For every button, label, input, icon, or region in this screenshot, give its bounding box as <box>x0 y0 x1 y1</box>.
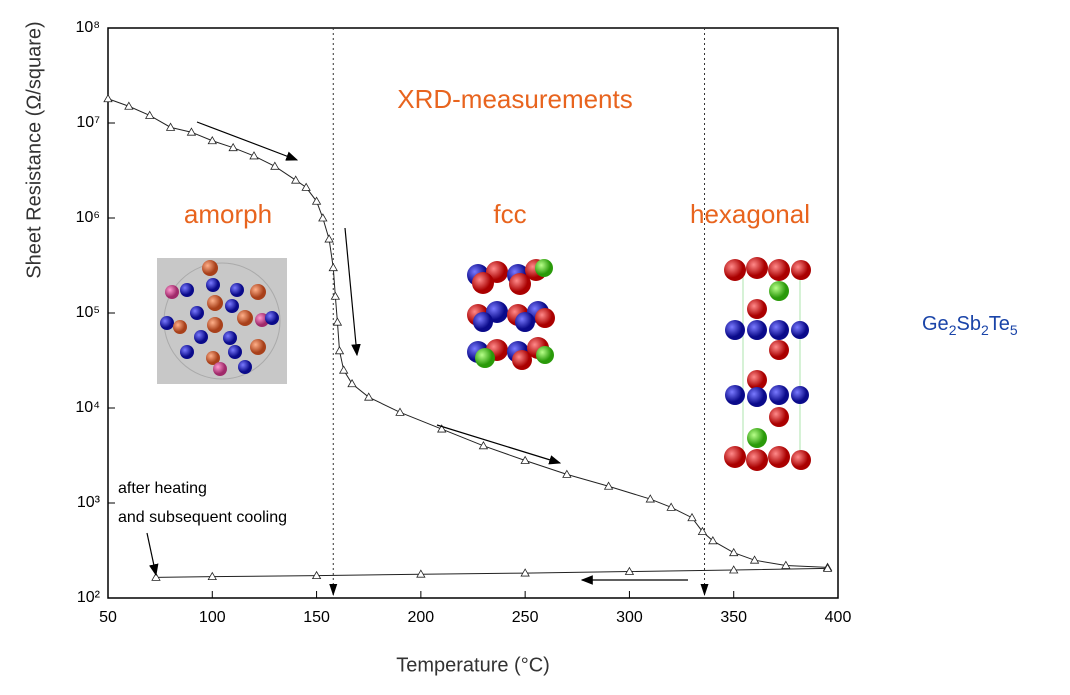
formula-subscript: 5 <box>1010 322 1018 338</box>
data-point <box>822 563 833 572</box>
y-tick-label: 10⁸ <box>75 19 100 36</box>
data-point <box>270 161 280 170</box>
amorph-structure <box>157 258 287 384</box>
x-tick-label: 200 <box>408 609 435 626</box>
y-tick-label: 10⁴ <box>75 399 100 416</box>
data-point <box>207 571 217 580</box>
data-point <box>186 127 197 136</box>
x-tick-label: 250 <box>512 609 539 626</box>
annotation: amorph <box>184 199 272 229</box>
data-point <box>145 110 155 119</box>
x-tick-label: 350 <box>720 609 747 626</box>
formula-subscript: 2 <box>981 322 989 338</box>
x-tick-label: 100 <box>199 609 226 626</box>
y-tick-label: 10⁵ <box>76 304 100 321</box>
data-point <box>103 93 113 103</box>
data-point <box>697 526 708 535</box>
annotation: XRD-measurements <box>397 84 633 114</box>
data-point <box>311 196 322 205</box>
data-point <box>364 392 374 401</box>
formula: Ge2Sb2Te5 <box>922 313 1018 337</box>
x-tick-label: 400 <box>825 609 852 626</box>
data-point <box>207 135 217 145</box>
data-point <box>151 572 161 581</box>
data-point <box>520 455 530 464</box>
series-line <box>155 567 828 578</box>
data-point <box>334 345 345 355</box>
data-point <box>291 175 301 184</box>
data-point <box>478 440 489 450</box>
y-axis-label: Sheet Resistance (Ω/square) <box>23 21 45 278</box>
data-point <box>562 469 572 478</box>
annotation: fcc <box>493 199 526 229</box>
data-point <box>301 182 311 191</box>
formula-subscript: 2 <box>949 322 957 338</box>
y-tick-label: 10⁶ <box>76 209 100 226</box>
data-point <box>437 424 447 433</box>
data-point <box>311 570 322 580</box>
data-point <box>687 512 697 522</box>
x-axis-label: Temperature (°C) <box>396 654 550 676</box>
data-point <box>165 122 176 131</box>
data-point <box>328 262 338 272</box>
annotation: after heating <box>118 480 207 497</box>
data-point <box>708 535 718 545</box>
transition-arrow <box>329 584 338 596</box>
data-point <box>729 547 739 557</box>
hexagonal-structure <box>724 257 811 471</box>
data-point <box>781 560 791 569</box>
data-point <box>749 555 760 564</box>
plot-area: 50 100 150 200 250 300 350 400 10² 10³ 10⁴ 10⁵ 10⁶ 10… <box>75 19 851 626</box>
data-point <box>347 378 357 388</box>
data-point <box>332 317 343 326</box>
data-point <box>330 291 341 300</box>
x-tick-label: 150 <box>303 609 330 626</box>
data-point <box>395 407 405 416</box>
data-point <box>324 234 334 243</box>
data-point <box>249 151 259 160</box>
y-tick-label: 10³ <box>77 494 101 511</box>
x-tick-label: 50 <box>99 609 117 626</box>
data-point <box>624 566 635 575</box>
data-point <box>520 568 530 577</box>
data-point <box>603 481 614 490</box>
data-point <box>124 101 134 110</box>
transition-arrow <box>700 584 709 596</box>
arrows <box>146 121 688 585</box>
fcc-structure <box>467 259 555 370</box>
formula-element: Te <box>989 313 1010 335</box>
formula-element: Sb <box>956 313 980 335</box>
data-point <box>666 502 676 511</box>
data-point <box>228 142 238 152</box>
data-point <box>318 213 328 222</box>
data-point <box>645 494 655 503</box>
y-tick-label: 10² <box>77 589 101 606</box>
data-point <box>416 569 426 578</box>
annotation: and subsequent cooling <box>118 509 287 526</box>
formula-element: Ge <box>922 313 949 335</box>
data-point <box>338 365 349 374</box>
y-tick-label: 10⁷ <box>76 114 100 131</box>
annotation: hexagonal <box>690 199 810 229</box>
data-point <box>729 565 739 574</box>
x-tick-label: 300 <box>616 609 643 626</box>
